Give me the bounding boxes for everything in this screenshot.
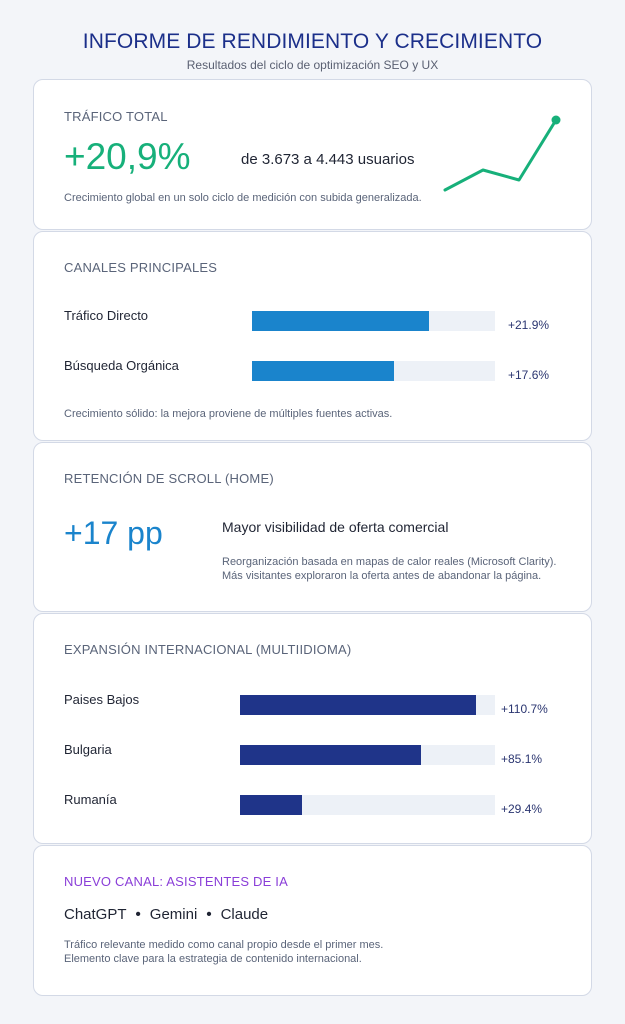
country-bar-fill-netherlands xyxy=(240,695,476,715)
country-bar-fill-romania xyxy=(240,795,303,815)
traffic-growth-value: +20,9% xyxy=(64,136,191,177)
channels-section-title: CANALES PRINCIPALES xyxy=(64,260,218,275)
channel-label-organic: Búsqueda Orgánica xyxy=(64,358,179,373)
country-bar-track-bulgaria xyxy=(240,745,495,765)
country-value-romania: +29.4% xyxy=(501,802,543,816)
country-bar-track-romania xyxy=(240,795,495,815)
assistant-claude: Claude xyxy=(220,906,269,923)
page-title: INFORME DE RENDIMIENTO Y CRECIMIENTO xyxy=(82,30,543,53)
scroll-headline: Mayor visibilidad de oferta comercial xyxy=(222,519,449,535)
assistant-gemini: Gemini xyxy=(149,906,198,923)
channels-note: Crecimiento sólido: la mejora proviene d… xyxy=(64,408,393,420)
channel-value-direct: +21.9% xyxy=(508,318,550,332)
page-subtitle: Resultados del ciclo de optimización SEO… xyxy=(186,58,439,72)
channel-label-direct: Tráfico Directo xyxy=(64,308,149,323)
channel-bar-fill-organic xyxy=(252,361,395,381)
country-value-bulgaria: +85.1% xyxy=(501,752,543,766)
traffic-range-text: de 3.673 a 4.443 usuarios xyxy=(241,151,415,168)
channel-value-organic: +17.6% xyxy=(508,368,550,382)
country-label-romania: Rumanía xyxy=(64,792,117,807)
channel-bar-fill-direct xyxy=(252,311,430,331)
country-bar-fill-bulgaria xyxy=(240,745,421,765)
sparkline-line xyxy=(443,118,558,192)
country-label-bulgaria: Bulgaria xyxy=(64,742,112,757)
scroll-description-line-2: Más visitantes exploraron la oferta ante… xyxy=(222,570,542,582)
international-section-title: EXPANSIÓN INTERNACIONAL (MULTIIDIOMA) xyxy=(64,642,352,657)
traffic-card: TRÁFICO TOTAL +20,9% de 3.673 a 4.443 us… xyxy=(33,79,592,230)
ai-note-line-2: Elemento clave para la estrategia de con… xyxy=(64,953,362,965)
separator-dot: • xyxy=(206,906,212,923)
scroll-value: +17 pp xyxy=(64,515,163,551)
country-bar-track-netherlands xyxy=(240,695,495,715)
scroll-section-title: RETENCIÓN DE SCROLL (HOME) xyxy=(64,471,274,486)
scroll-card: RETENCIÓN DE SCROLL (HOME) +17 pp Mayor … xyxy=(33,442,592,612)
assistant-chatgpt: ChatGPT xyxy=(64,906,127,923)
ai-section-title: NUEVO CANAL: ASISTENTES DE IA xyxy=(64,874,288,889)
traffic-note: Crecimiento global en un solo ciclo de m… xyxy=(64,192,422,204)
report-header: INFORME DE RENDIMIENTO Y CRECIMIENTO Res… xyxy=(0,30,625,72)
ai-assistants-list: ChatGPT • Gemini • Claude xyxy=(64,906,268,923)
traffic-sparkline xyxy=(443,115,561,192)
country-value-netherlands: +110.7% xyxy=(501,702,548,716)
country-label-netherlands: Paises Bajos xyxy=(64,692,140,707)
ai-note-line-1: Tráfico relevante medido como canal prop… xyxy=(64,939,384,951)
scroll-description-line-1: Reorganización basada en mapas de calor … xyxy=(222,556,557,568)
channels-card: CANALES PRINCIPALES Tráfico Directo +21.… xyxy=(33,231,592,441)
international-card: EXPANSIÓN INTERNACIONAL (MULTIIDIOMA) Pa… xyxy=(33,613,592,844)
channel-bar-track-direct xyxy=(252,311,495,331)
separator-dot: • xyxy=(135,906,141,923)
ai-note: Tráfico relevante medido como canal prop… xyxy=(64,938,383,966)
channel-bar-track-organic xyxy=(252,361,495,381)
ai-channel-card: NUEVO CANAL: ASISTENTES DE IA ChatGPT • Ge… xyxy=(33,845,592,996)
traffic-section-title: TRÁFICO TOTAL xyxy=(64,109,168,124)
sparkline-endpoint xyxy=(551,115,561,125)
scroll-description: Reorganización basada en mapas de calor … xyxy=(222,555,556,583)
